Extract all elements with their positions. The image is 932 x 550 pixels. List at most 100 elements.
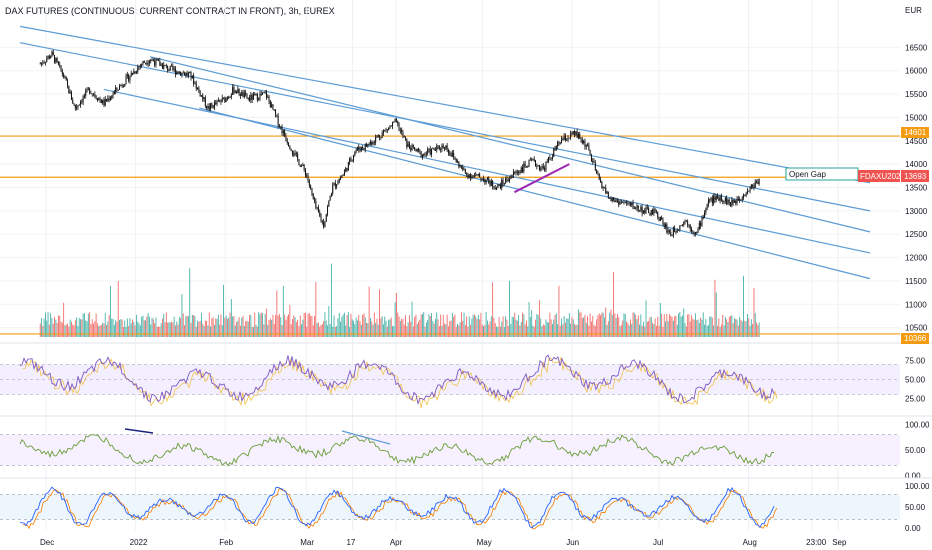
horizontal-levels[interactable] <box>0 135 900 335</box>
volume-bar <box>447 326 449 337</box>
volume-bar <box>134 325 136 337</box>
candle-body <box>215 102 217 104</box>
candle-body <box>455 159 457 163</box>
volume-bar <box>657 316 659 337</box>
trend-channel-lines[interactable] <box>19 25 871 280</box>
volume-bar <box>493 317 495 337</box>
candle-body <box>614 200 616 202</box>
support-trendline[interactable] <box>513 163 570 194</box>
candle-body <box>119 85 121 90</box>
candle-body <box>104 99 106 106</box>
candle-body <box>522 167 524 172</box>
candle-body <box>329 196 331 201</box>
candle-body <box>182 72 184 74</box>
volume-bar <box>182 313 184 337</box>
volume-bar <box>178 316 180 337</box>
candle-body <box>185 72 187 76</box>
candle-body <box>519 171 521 173</box>
volume-bar <box>44 312 46 337</box>
volume-bar <box>410 321 412 337</box>
candle-body <box>546 161 548 163</box>
volume-bar <box>622 320 624 337</box>
candle-body <box>554 149 556 150</box>
time-axis[interactable]: Dec 2022 Feb Mar 17 Apr May Jun Jul Aug 23:00 Sep <box>40 538 847 547</box>
candle-body <box>117 89 119 91</box>
indicator-tick-label: 50.00 <box>905 446 926 455</box>
volume-bar <box>395 292 397 337</box>
candle-body <box>87 88 89 90</box>
volume-bar <box>317 322 319 337</box>
candle-body <box>420 151 422 158</box>
candle-body <box>290 149 292 151</box>
volume-bar <box>202 323 204 337</box>
candle-body <box>189 71 191 74</box>
candle-body <box>542 166 544 168</box>
candle-body <box>256 93 258 101</box>
volume-bar <box>717 325 718 337</box>
candle-body <box>622 201 624 203</box>
volume-bar <box>737 325 739 337</box>
price-axis[interactable]: 16500 16000 15500 15000 14500 14000 13500 13000… <box>905 43 928 332</box>
candle-body <box>320 215 322 221</box>
volume-bar <box>681 315 683 337</box>
candle-body <box>737 198 739 201</box>
volume-bar <box>520 321 522 337</box>
candle-body <box>197 87 199 89</box>
volume-bar <box>351 319 353 337</box>
volume-bar <box>115 320 117 337</box>
candle-body <box>273 109 275 111</box>
candle-body <box>298 159 300 165</box>
candle-body <box>267 96 269 98</box>
indicator-line <box>19 354 775 406</box>
candle-body <box>527 166 529 168</box>
candle-body <box>736 198 738 204</box>
candle-body <box>82 96 84 103</box>
candle-body <box>533 159 535 161</box>
candle-body <box>410 147 412 151</box>
volume-bar <box>425 322 427 337</box>
candle-body <box>134 71 136 73</box>
candle-body <box>360 146 362 151</box>
volume-bar <box>133 321 135 337</box>
volume-bar <box>372 324 374 337</box>
time-tick-label: Jun <box>566 538 579 547</box>
volume-bar <box>680 316 682 337</box>
candle-body <box>609 198 611 199</box>
indicator-line <box>19 434 775 467</box>
candle-body <box>693 232 695 234</box>
candle-body <box>661 217 663 220</box>
candle-body <box>72 99 74 104</box>
candle-body <box>520 167 522 173</box>
volume-bar <box>107 321 109 337</box>
volume-bar <box>195 326 197 337</box>
candle-body <box>730 202 732 206</box>
volume-bar <box>360 324 362 337</box>
indicator-tick-label: 50.00 <box>905 503 926 512</box>
volume-bar <box>667 320 669 337</box>
volume-bar <box>494 323 496 337</box>
candle-body <box>151 59 153 61</box>
candle-body <box>368 144 370 145</box>
candle-body <box>662 219 664 225</box>
candle-body <box>698 222 700 229</box>
volume-bar <box>281 324 283 337</box>
candle-body <box>241 91 243 96</box>
volume-bar <box>427 320 429 337</box>
volume-bar <box>146 316 148 337</box>
price-tick-label: 15500 <box>905 90 928 99</box>
volume-bar <box>467 326 469 337</box>
candle-body <box>532 159 534 161</box>
volume-bar <box>194 316 196 337</box>
indicator-panes: 75.00 50.00 25.00 100.00 50.00 0.00 100.00 50.0… <box>0 342 932 533</box>
candle-body <box>701 217 703 227</box>
candle-body <box>619 201 621 205</box>
volume-bar <box>676 324 678 337</box>
volume-bar <box>601 312 603 337</box>
volume-bar <box>263 324 265 337</box>
candle-body <box>503 183 505 185</box>
volume-bar <box>436 312 438 337</box>
volume-bar <box>93 323 94 337</box>
volume-bar <box>293 315 295 337</box>
volume-bar <box>152 319 154 337</box>
